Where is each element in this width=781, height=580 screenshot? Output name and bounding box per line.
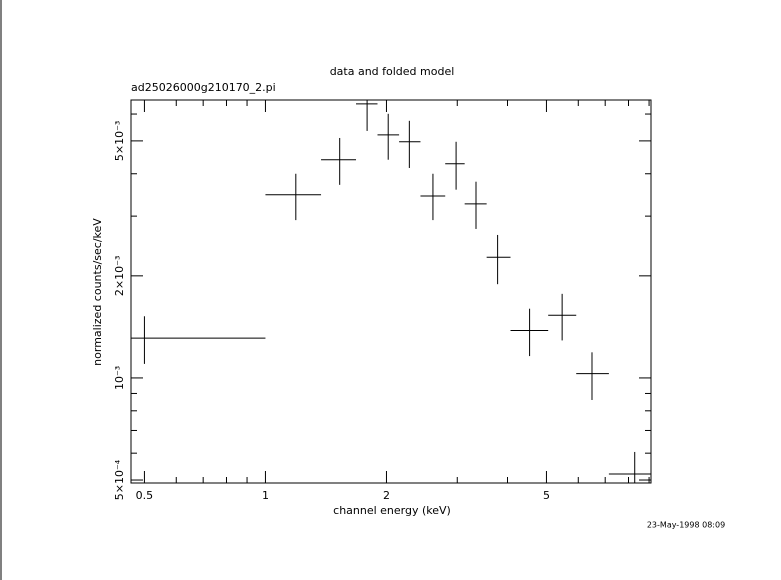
x-tick-label: 0.5 — [136, 489, 154, 502]
y-tick-label: 5×10⁻³ — [113, 121, 126, 161]
x-axis-label: channel energy (keV) — [333, 504, 451, 517]
chart-title: data and folded model — [330, 65, 455, 78]
y-tick-label: 10⁻³ — [113, 366, 126, 390]
y-tick-label: 2×10⁻³ — [113, 256, 126, 296]
plot-area — [131, 100, 651, 483]
chart-subtitle: ad25026000g210170_2.pi — [131, 81, 276, 94]
x-tick-label: 5 — [543, 489, 550, 502]
y-tick-label: 5×10⁻⁴ — [113, 459, 126, 500]
plot-frame — [130, 99, 652, 484]
timestamp: 23-May-1998 08:09 — [647, 521, 725, 530]
x-tick-label: 2 — [383, 489, 390, 502]
x-tick-label: 1 — [262, 489, 269, 502]
y-axis-label: normalized counts/sec/keV — [91, 218, 104, 366]
